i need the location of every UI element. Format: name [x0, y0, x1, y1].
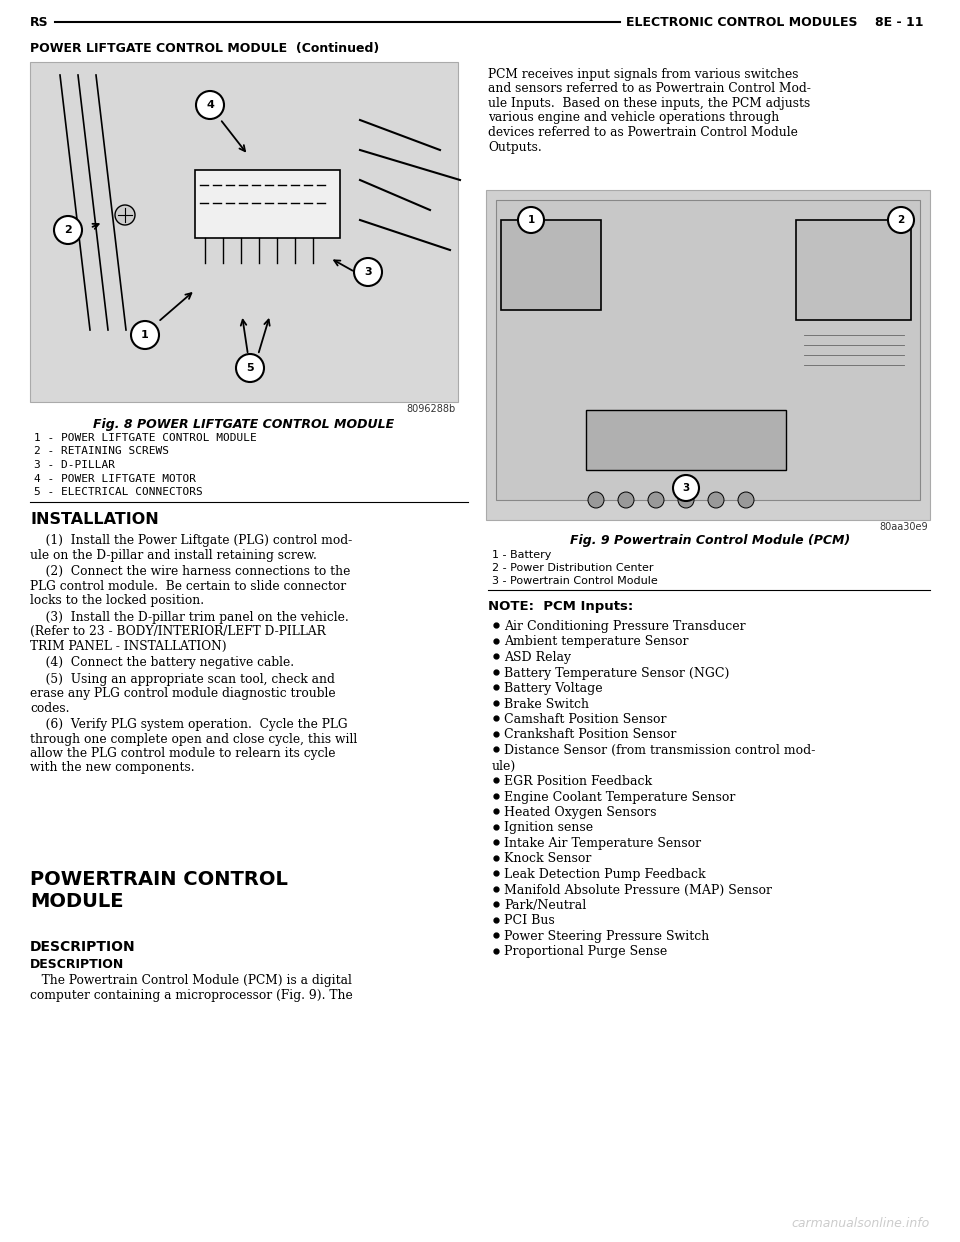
Text: PCI Bus: PCI Bus: [504, 914, 555, 928]
Bar: [486, 190, 930, 520]
Circle shape: [738, 492, 754, 508]
Text: 4 - POWER LIFTGATE MOTOR: 4 - POWER LIFTGATE MOTOR: [34, 473, 196, 483]
Text: (6)  Verify PLG system operation.  Cycle the PLG: (6) Verify PLG system operation. Cycle t…: [30, 718, 348, 732]
Text: PCM receives input signals from various switches: PCM receives input signals from various …: [488, 68, 799, 81]
Circle shape: [673, 474, 699, 501]
Text: PLG control module.  Be certain to slide connector: PLG control module. Be certain to slide …: [30, 580, 347, 592]
Text: POWER LIFTGATE CONTROL MODULE  (Continued): POWER LIFTGATE CONTROL MODULE (Continued…: [30, 42, 379, 55]
Circle shape: [648, 492, 664, 508]
Text: 3: 3: [364, 267, 372, 277]
Text: carmanualsonline.info: carmanualsonline.info: [792, 1217, 930, 1230]
Text: Fig. 8 POWER LIFTGATE CONTROL MODULE: Fig. 8 POWER LIFTGATE CONTROL MODULE: [93, 419, 395, 431]
Text: TRIM PANEL - INSTALLATION): TRIM PANEL - INSTALLATION): [30, 640, 227, 652]
Text: various engine and vehicle operations through: various engine and vehicle operations th…: [488, 112, 780, 124]
Text: (1)  Install the Power Liftgate (PLG) control mod-: (1) Install the Power Liftgate (PLG) con…: [30, 534, 352, 546]
Text: Camshaft Position Sensor: Camshaft Position Sensor: [504, 713, 666, 727]
Text: 1: 1: [141, 330, 149, 340]
Text: Proportional Purge Sense: Proportional Purge Sense: [504, 945, 667, 959]
Text: 2 - RETAINING SCREWS: 2 - RETAINING SCREWS: [34, 447, 169, 457]
Text: (4)  Connect the battery negative cable.: (4) Connect the battery negative cable.: [30, 656, 294, 669]
Circle shape: [54, 216, 82, 243]
Circle shape: [708, 492, 724, 508]
Circle shape: [115, 205, 135, 225]
Text: Intake Air Temperature Sensor: Intake Air Temperature Sensor: [504, 837, 701, 850]
Text: 5: 5: [246, 363, 253, 373]
Text: DESCRIPTION: DESCRIPTION: [30, 958, 124, 971]
Text: 4: 4: [206, 101, 214, 111]
Text: INSTALLATION: INSTALLATION: [30, 512, 158, 527]
Text: through one complete open and close cycle, this will: through one complete open and close cycl…: [30, 733, 357, 745]
Text: Brake Switch: Brake Switch: [504, 698, 589, 710]
Text: Engine Coolant Temperature Sensor: Engine Coolant Temperature Sensor: [504, 790, 735, 804]
Text: Leak Detection Pump Feedback: Leak Detection Pump Feedback: [504, 868, 706, 881]
Circle shape: [678, 492, 694, 508]
Text: 2: 2: [64, 225, 72, 235]
Circle shape: [131, 320, 159, 349]
Text: Park/Neutral: Park/Neutral: [504, 899, 587, 912]
Circle shape: [518, 207, 544, 233]
Text: Ignition sense: Ignition sense: [504, 821, 593, 835]
Circle shape: [196, 91, 224, 119]
Bar: [501, 220, 601, 310]
Bar: [496, 200, 920, 501]
Text: erase any PLG control module diagnostic trouble: erase any PLG control module diagnostic …: [30, 687, 336, 700]
Text: 5 - ELECTRICAL CONNECTORS: 5 - ELECTRICAL CONNECTORS: [34, 487, 203, 497]
Text: ule on the D-pillar and install retaining screw.: ule on the D-pillar and install retainin…: [30, 549, 317, 561]
Text: Knock Sensor: Knock Sensor: [504, 852, 591, 866]
Text: Power Steering Pressure Switch: Power Steering Pressure Switch: [504, 930, 709, 943]
Text: codes.: codes.: [30, 702, 69, 714]
Text: 1 - Battery: 1 - Battery: [492, 550, 551, 560]
Text: (5)  Using an appropriate scan tool, check and: (5) Using an appropriate scan tool, chec…: [30, 672, 335, 686]
Text: RS: RS: [30, 15, 49, 29]
Text: and sensors referred to as Powertrain Control Mod-: and sensors referred to as Powertrain Co…: [488, 82, 811, 96]
Text: The Powertrain Control Module (PCM) is a digital: The Powertrain Control Module (PCM) is a…: [30, 974, 352, 987]
Text: ELECTRONIC CONTROL MODULES    8E - 11: ELECTRONIC CONTROL MODULES 8E - 11: [626, 15, 924, 29]
Text: (Refer to 23 - BODY/INTERIOR/LEFT D-PILLAR: (Refer to 23 - BODY/INTERIOR/LEFT D-PILL…: [30, 625, 325, 638]
Text: Air Conditioning Pressure Transducer: Air Conditioning Pressure Transducer: [504, 620, 746, 633]
Text: POWERTRAIN CONTROL
MODULE: POWERTRAIN CONTROL MODULE: [30, 869, 288, 910]
Text: Battery Voltage: Battery Voltage: [504, 682, 603, 696]
Text: Fig. 9 Powertrain Control Module (PCM): Fig. 9 Powertrain Control Module (PCM): [570, 534, 851, 546]
Text: Outputs.: Outputs.: [488, 140, 541, 154]
Text: ASD Relay: ASD Relay: [504, 651, 571, 664]
Text: 80aa30e9: 80aa30e9: [879, 522, 928, 532]
Text: Manifold Absolute Pressure (MAP) Sensor: Manifold Absolute Pressure (MAP) Sensor: [504, 883, 772, 897]
Text: (3)  Install the D-pillar trim panel on the vehicle.: (3) Install the D-pillar trim panel on t…: [30, 611, 348, 623]
Text: 3 - D-PILLAR: 3 - D-PILLAR: [34, 460, 115, 469]
Text: allow the PLG control module to relearn its cycle: allow the PLG control module to relearn …: [30, 746, 335, 760]
Text: EGR Position Feedback: EGR Position Feedback: [504, 775, 652, 787]
Bar: [796, 220, 911, 320]
Text: Heated Oxygen Sensors: Heated Oxygen Sensors: [504, 806, 657, 818]
Bar: [30, 62, 458, 402]
Text: Ambient temperature Sensor: Ambient temperature Sensor: [504, 636, 688, 648]
Text: locks to the locked position.: locks to the locked position.: [30, 594, 204, 607]
Circle shape: [236, 354, 264, 383]
Circle shape: [888, 207, 914, 233]
Text: devices referred to as Powertrain Control Module: devices referred to as Powertrain Contro…: [488, 125, 798, 139]
Text: ule): ule): [492, 760, 516, 773]
Text: computer containing a microprocessor (Fig. 9). The: computer containing a microprocessor (Fi…: [30, 989, 352, 1001]
Text: Crankshaft Position Sensor: Crankshaft Position Sensor: [504, 729, 677, 741]
Text: 3: 3: [683, 483, 689, 493]
Text: Distance Sensor (from transmission control mod-: Distance Sensor (from transmission contr…: [504, 744, 815, 758]
Text: (2)  Connect the wire harness connections to the: (2) Connect the wire harness connections…: [30, 565, 350, 578]
Circle shape: [354, 258, 382, 286]
Text: 2 - Power Distribution Center: 2 - Power Distribution Center: [492, 563, 654, 573]
Text: with the new components.: with the new components.: [30, 761, 195, 775]
Circle shape: [588, 492, 604, 508]
Bar: [586, 410, 786, 469]
Text: 8096288b: 8096288b: [407, 404, 456, 414]
Text: 1: 1: [527, 215, 535, 225]
Text: 1 - POWER LIFTGATE CONTROL MODULE: 1 - POWER LIFTGATE CONTROL MODULE: [34, 433, 256, 443]
Text: NOTE:  PCM Inputs:: NOTE: PCM Inputs:: [488, 600, 634, 614]
Circle shape: [618, 492, 634, 508]
Bar: [195, 170, 340, 238]
Text: 3 - Powertrain Control Module: 3 - Powertrain Control Module: [492, 576, 658, 586]
Text: 2: 2: [898, 215, 904, 225]
Text: ule Inputs.  Based on these inputs, the PCM adjusts: ule Inputs. Based on these inputs, the P…: [488, 97, 810, 111]
Text: Battery Temperature Sensor (NGC): Battery Temperature Sensor (NGC): [504, 667, 730, 679]
Text: DESCRIPTION: DESCRIPTION: [30, 940, 135, 954]
